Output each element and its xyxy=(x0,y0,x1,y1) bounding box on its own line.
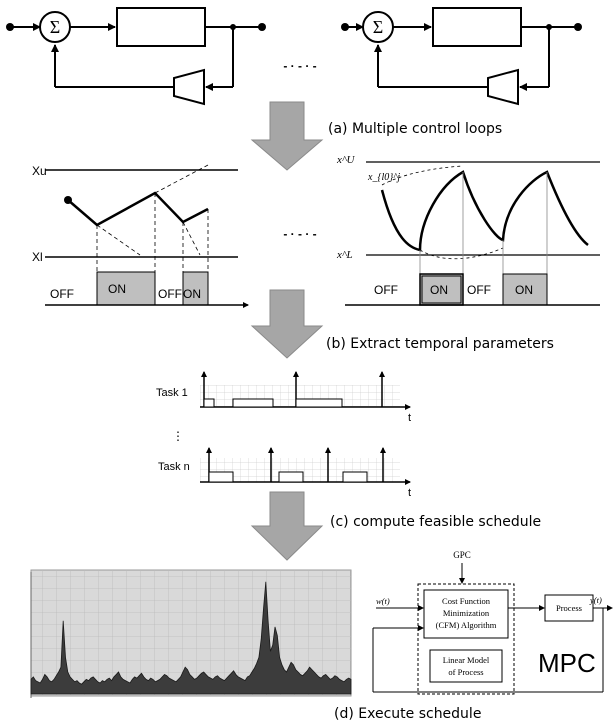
output-terminal xyxy=(258,23,266,31)
process-block xyxy=(544,594,594,622)
mpc-title: MPC xyxy=(538,648,596,678)
job-block xyxy=(208,471,234,483)
lower-bound-label: Xl xyxy=(32,250,43,264)
upper-bound-label: x^U xyxy=(336,154,356,166)
caption-b: (b) Extract temporal parameters xyxy=(326,336,554,352)
time-label: t xyxy=(408,412,411,424)
on-interval-2 xyxy=(182,271,209,306)
on-label-1: ON xyxy=(430,283,448,297)
state-trajectory xyxy=(67,191,209,227)
model-line-1: Linear Model xyxy=(443,655,490,665)
sum-symbol: Σ xyxy=(50,17,60,37)
on-label-1: ON xyxy=(108,282,126,296)
execution-signal-graph xyxy=(30,569,352,698)
time-label: t xyxy=(408,487,411,499)
process-label: Process xyxy=(556,603,582,613)
control-loop-right: Σ xyxy=(341,7,582,106)
flow-arrow-1 xyxy=(250,101,324,171)
on-label-2: ON xyxy=(515,283,533,297)
on-interval-2 xyxy=(502,273,548,306)
on-interval-1 xyxy=(419,273,464,306)
off-label-1: OFF xyxy=(374,283,398,297)
cfm-line-2: Minimization xyxy=(443,608,490,618)
right-state-plot: x^U x_{l0}^j x^L OFF ON OFF ON xyxy=(336,154,600,306)
flow-arrow-2 xyxy=(250,289,324,359)
on-interval-1 xyxy=(96,271,156,306)
state-trajectory xyxy=(380,170,589,252)
task-n-label: Task n xyxy=(158,461,190,473)
output-signal-label: y(t) xyxy=(589,595,602,605)
model-line-2: of Process xyxy=(448,667,483,677)
upper-bound-label: Xu xyxy=(32,164,47,178)
job-block xyxy=(203,398,215,408)
loops-ellipsis: - · - · - xyxy=(283,59,316,73)
task-1-label: Task 1 xyxy=(156,387,188,399)
plant-block xyxy=(432,7,522,47)
job-block xyxy=(232,398,274,408)
job-block xyxy=(278,471,304,483)
job-block xyxy=(342,471,368,483)
off-label-2: OFF xyxy=(158,287,182,301)
linear-model-block xyxy=(429,649,503,683)
controller-block xyxy=(487,68,519,106)
off-label-2: OFF xyxy=(467,283,491,297)
control-loop-left: Σ xyxy=(6,7,266,106)
task-n-timeline: Task n t xyxy=(158,447,411,499)
caption-d: (d) Execute schedule xyxy=(334,706,481,722)
cfm-line-3: (CFM) Algorithm xyxy=(436,620,497,630)
sum-symbol: Σ xyxy=(373,17,383,37)
job-block xyxy=(295,398,343,408)
off-label-1: OFF xyxy=(50,287,74,301)
initial-state-label: x_{l0}^j xyxy=(367,172,400,183)
cfm-line-1: Cost Function xyxy=(442,596,491,606)
cfm-block xyxy=(423,589,509,639)
task-dots: ⋮ xyxy=(172,429,184,443)
plots-ellipsis: - · - · - xyxy=(283,227,316,241)
flow-arrow-3 xyxy=(250,491,324,561)
lower-bound-label: x^L xyxy=(336,249,353,261)
controller-block xyxy=(173,68,205,106)
mpc-block-diagram: GPC Cost Function Minimization (CFM) Alg… xyxy=(372,550,613,695)
caption-a: (a) Multiple control loops xyxy=(328,121,502,137)
gpc-dashed-boundary xyxy=(417,583,515,695)
caption-c: (c) compute feasible schedule xyxy=(330,514,541,530)
plant-block xyxy=(116,7,206,47)
input-signal-label: w(t) xyxy=(376,596,390,606)
left-state-plot: Xu Xl OFF ON OFF ON xyxy=(32,164,249,308)
on-label-2: ON xyxy=(183,287,201,301)
task-1-timeline: Task 1 t xyxy=(156,371,411,424)
gpc-label: GPC xyxy=(453,550,471,560)
signal-trace xyxy=(30,581,352,695)
